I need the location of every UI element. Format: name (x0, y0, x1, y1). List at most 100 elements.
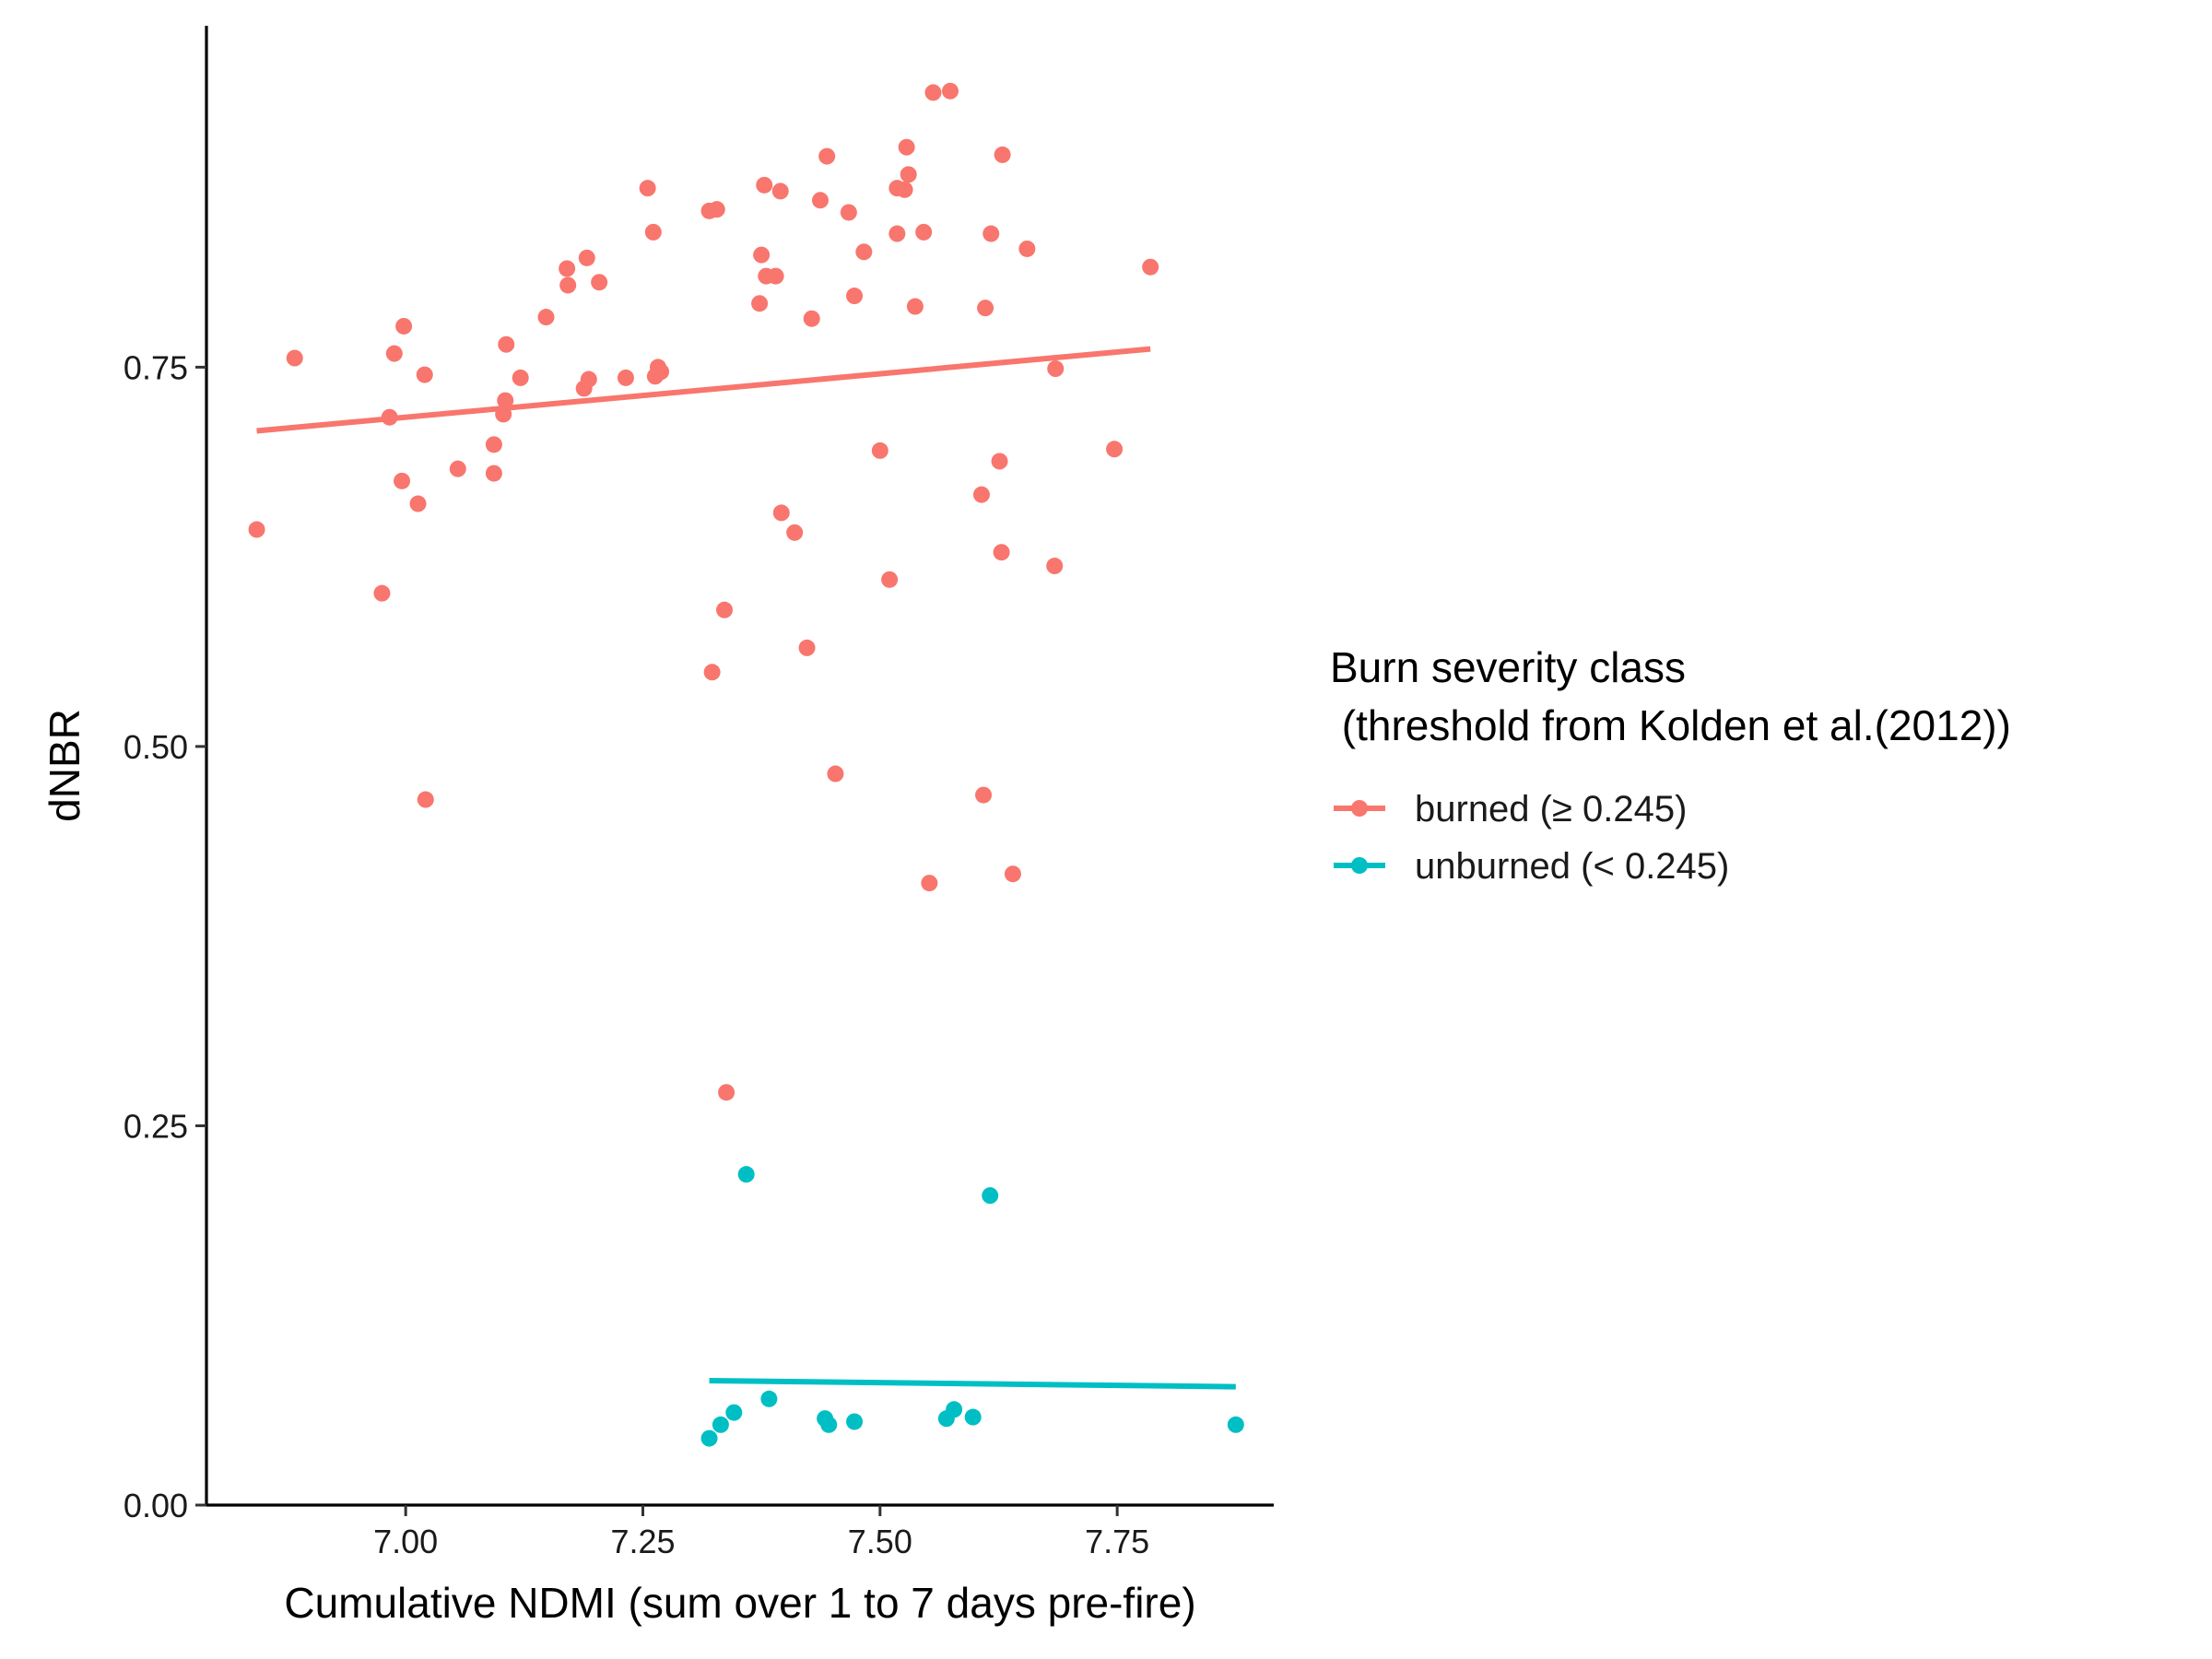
unburned-point (700, 1430, 718, 1447)
burned-point (559, 276, 577, 294)
burned-point (827, 765, 844, 782)
burned-point (716, 601, 734, 618)
burned-point (977, 300, 994, 317)
burned-point (644, 223, 662, 241)
burned-point (578, 249, 595, 266)
unburned-point (1227, 1416, 1244, 1433)
burned-point (975, 786, 993, 804)
legend-title-line-1: Burn severity class (1330, 643, 1686, 691)
burned-point (416, 366, 433, 383)
unburned-point (760, 1390, 778, 1407)
burned-point (994, 146, 1011, 163)
burned-point (767, 267, 784, 285)
burned-point (840, 204, 857, 221)
x-tick-label: 7.25 (610, 1523, 675, 1560)
burned-point (537, 309, 555, 326)
burned-point (982, 225, 1000, 242)
burned-point (888, 225, 906, 242)
burned-point (385, 345, 403, 362)
x-tick-label: 7.50 (848, 1523, 912, 1560)
burned-point (559, 260, 576, 277)
legend-key-unburned-point (1351, 857, 1368, 874)
legend-title-line-2: (threshold from Kolden et al.(2012)) (1330, 701, 2011, 749)
burned-point (1047, 360, 1065, 378)
burned-point (898, 138, 915, 156)
points-layer (248, 82, 1244, 1447)
burned-point (617, 369, 634, 386)
burned-point (485, 465, 502, 482)
burned-point (417, 791, 434, 808)
unburned-point (982, 1187, 999, 1205)
burned-fit-line (256, 346, 1151, 434)
burned-point (394, 472, 411, 489)
unburned-point (737, 1166, 755, 1183)
burned-point (409, 495, 427, 512)
burned-point (639, 180, 656, 197)
unburned-point (846, 1413, 864, 1430)
legend: Burn severity class (threshold from Kold… (1330, 643, 2011, 887)
burned-point (497, 392, 514, 409)
burned-point (881, 571, 899, 588)
burned-point (449, 460, 466, 477)
burned-point (495, 406, 512, 423)
y-tick-label: 0.25 (124, 1107, 188, 1145)
burned-point (286, 349, 303, 367)
legend-items: burned (≥ 0.245) unburned (< 0.245) (1334, 789, 1729, 887)
burned-point (485, 436, 502, 453)
burned-point (900, 166, 917, 183)
burned-point (972, 486, 990, 503)
burned-point (798, 639, 816, 656)
ticks-layer: 7.00 7.25 7.50 7.75 0.00 0.25 0.50 0.75 (124, 348, 1149, 1560)
burned-point (751, 295, 769, 312)
unburned-point (725, 1404, 743, 1421)
burned-point (498, 335, 515, 353)
burned-point (1046, 558, 1064, 575)
unburned-fit-line (709, 1378, 1236, 1390)
burned-point (1106, 441, 1124, 458)
burned-point (818, 147, 836, 165)
unburned-point (712, 1416, 729, 1433)
burned-point (803, 310, 820, 327)
burned-point (1018, 240, 1036, 257)
burned-point (941, 82, 959, 100)
burned-point (991, 453, 1008, 470)
burned-point (846, 288, 864, 305)
burned-point (591, 274, 608, 291)
burned-point (896, 181, 913, 198)
burned-point (811, 192, 829, 209)
y-tick-label: 0.00 (124, 1487, 188, 1524)
burned-point (756, 176, 773, 194)
unburned-point (946, 1401, 963, 1418)
burned-point (580, 371, 597, 388)
burned-point (395, 317, 413, 335)
burned-point (906, 298, 924, 315)
burned-point (718, 1084, 735, 1101)
x-tick-label: 7.75 (1085, 1523, 1149, 1560)
burned-point (373, 584, 391, 602)
x-tick-label: 7.00 (373, 1523, 438, 1560)
burned-point (653, 363, 670, 381)
legend-key-burned-point (1351, 800, 1368, 817)
burned-point (703, 664, 721, 681)
axes-layer (205, 26, 1274, 1507)
burned-point (771, 182, 789, 200)
burned-point (708, 201, 725, 218)
burned-point (921, 875, 938, 892)
burned-point (871, 441, 888, 459)
unburned-point (964, 1408, 982, 1426)
y-tick-label: 0.50 (124, 728, 188, 766)
burned-point (512, 369, 529, 386)
burned-point (1142, 258, 1159, 276)
burned-point (381, 408, 398, 426)
burned-point (786, 524, 804, 541)
x-axis-title: Cumulative NDMI (sum over 1 to 7 days pr… (284, 1579, 1195, 1627)
unburned-point (820, 1416, 838, 1433)
legend-label-burned: burned (≥ 0.245) (1415, 789, 1687, 830)
burned-point (924, 84, 942, 101)
fit-lines-layer (256, 346, 1236, 1390)
burned-point (855, 243, 873, 261)
burned-point (753, 246, 771, 264)
burned-point (248, 521, 265, 538)
burned-point (1004, 865, 1021, 883)
